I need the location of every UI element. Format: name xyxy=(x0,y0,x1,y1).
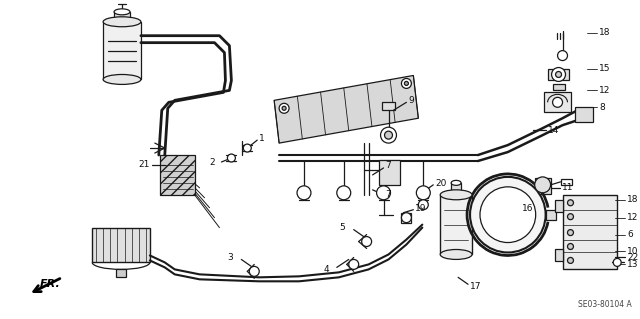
Circle shape xyxy=(250,266,259,276)
Bar xyxy=(486,195,530,234)
Circle shape xyxy=(556,71,561,78)
Polygon shape xyxy=(274,76,419,143)
Circle shape xyxy=(568,243,573,249)
Circle shape xyxy=(470,177,546,252)
Ellipse shape xyxy=(103,17,141,27)
Ellipse shape xyxy=(440,190,472,200)
Text: 3: 3 xyxy=(227,253,233,262)
Ellipse shape xyxy=(451,180,461,185)
Text: 12: 12 xyxy=(599,86,611,95)
Bar xyxy=(440,195,472,255)
Circle shape xyxy=(419,200,428,210)
Bar xyxy=(379,160,401,185)
Text: 7: 7 xyxy=(385,190,391,199)
Ellipse shape xyxy=(440,249,472,259)
Circle shape xyxy=(557,51,568,61)
Circle shape xyxy=(401,213,412,223)
Circle shape xyxy=(568,200,573,206)
Circle shape xyxy=(568,230,573,235)
Bar xyxy=(103,22,141,79)
Text: SE03-80104 A: SE03-80104 A xyxy=(579,300,632,309)
Circle shape xyxy=(362,237,372,247)
Bar xyxy=(451,183,461,195)
Bar xyxy=(548,69,570,80)
Bar xyxy=(543,93,572,112)
Bar xyxy=(561,179,572,185)
Circle shape xyxy=(227,154,236,162)
Circle shape xyxy=(552,97,563,107)
Circle shape xyxy=(385,131,392,139)
Circle shape xyxy=(279,103,289,113)
Bar xyxy=(92,228,150,263)
Bar xyxy=(401,213,412,223)
Text: 7: 7 xyxy=(385,161,391,170)
Circle shape xyxy=(552,68,566,81)
Text: 11: 11 xyxy=(561,183,573,192)
Text: 18: 18 xyxy=(627,195,639,204)
Text: 10: 10 xyxy=(627,247,639,256)
Text: 20: 20 xyxy=(435,179,447,188)
Text: 15: 15 xyxy=(599,64,611,73)
Text: 4: 4 xyxy=(324,265,330,274)
Text: 2: 2 xyxy=(209,159,215,167)
Bar xyxy=(160,155,195,195)
Text: 5: 5 xyxy=(339,223,344,232)
Bar xyxy=(552,85,564,90)
Circle shape xyxy=(534,177,550,193)
Circle shape xyxy=(613,258,621,266)
Text: 8: 8 xyxy=(599,103,605,112)
Text: 14: 14 xyxy=(548,126,559,135)
Bar xyxy=(563,195,617,269)
Bar xyxy=(114,12,130,22)
Text: 22: 22 xyxy=(627,253,639,262)
Text: 6: 6 xyxy=(627,230,633,239)
Text: FR.: FR. xyxy=(40,279,61,289)
Text: 21: 21 xyxy=(138,160,149,169)
Text: 18: 18 xyxy=(599,28,611,37)
Circle shape xyxy=(417,186,430,200)
Circle shape xyxy=(349,259,358,269)
Circle shape xyxy=(381,127,396,143)
Bar xyxy=(381,102,396,110)
Circle shape xyxy=(480,187,536,242)
Bar xyxy=(555,200,563,212)
Bar xyxy=(534,178,550,194)
Text: 9: 9 xyxy=(408,96,414,105)
Text: 12: 12 xyxy=(627,213,639,222)
Circle shape xyxy=(337,186,351,200)
Bar xyxy=(575,107,593,122)
Circle shape xyxy=(401,78,412,88)
Text: 1: 1 xyxy=(259,134,265,143)
Circle shape xyxy=(568,214,573,220)
Bar xyxy=(546,210,556,220)
Text: 17: 17 xyxy=(470,282,481,291)
Text: 16: 16 xyxy=(522,204,533,213)
Bar xyxy=(116,269,126,277)
Circle shape xyxy=(376,186,390,200)
Text: 13: 13 xyxy=(627,260,639,269)
Bar xyxy=(419,190,428,198)
Ellipse shape xyxy=(103,74,141,85)
Ellipse shape xyxy=(114,9,130,15)
Circle shape xyxy=(568,257,573,263)
Text: 19: 19 xyxy=(415,204,427,213)
Circle shape xyxy=(297,186,311,200)
Bar xyxy=(555,249,563,262)
Circle shape xyxy=(282,106,286,110)
Circle shape xyxy=(243,144,252,152)
Circle shape xyxy=(404,81,408,85)
